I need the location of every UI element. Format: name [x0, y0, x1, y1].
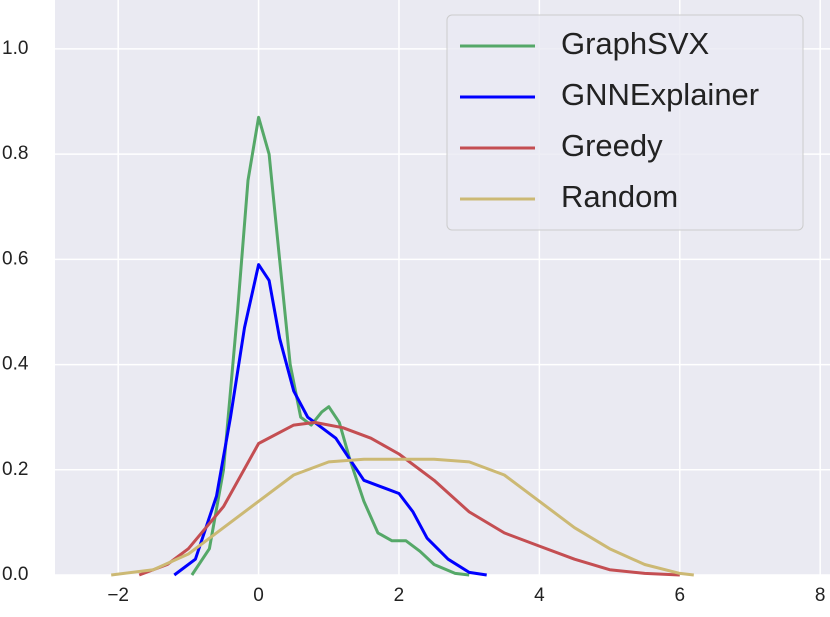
- line: [173, 263, 487, 577]
- y-tick-label: 0.8: [2, 143, 28, 164]
- x-tick-label: 0: [253, 585, 264, 606]
- x-tick-label: 6: [674, 585, 685, 606]
- x-tick-label: 4: [534, 585, 545, 606]
- y-tick-label: 0.0: [2, 564, 28, 585]
- legend-label: GNNExplainer: [561, 77, 759, 112]
- y-tick-label: 0.4: [2, 354, 29, 375]
- legend-label: Greedy: [561, 128, 663, 163]
- legend: GraphSVX GNNExplainer Greedy Random: [446, 14, 804, 231]
- y-tick-label: 1.0: [2, 38, 28, 59]
- legend-box: [446, 14, 804, 231]
- y-tick-label: 0.6: [2, 248, 28, 269]
- y-tick-label: 0.2: [2, 459, 28, 480]
- legend-label: Random: [561, 179, 678, 214]
- line: [190, 115, 470, 577]
- x-tick-label: 8: [815, 585, 826, 606]
- legend-label: GraphSVX: [561, 26, 710, 61]
- line: [111, 457, 694, 577]
- line: [138, 420, 680, 577]
- x-tick-label: −2: [107, 585, 129, 606]
- x-tick-label: 2: [394, 585, 405, 606]
